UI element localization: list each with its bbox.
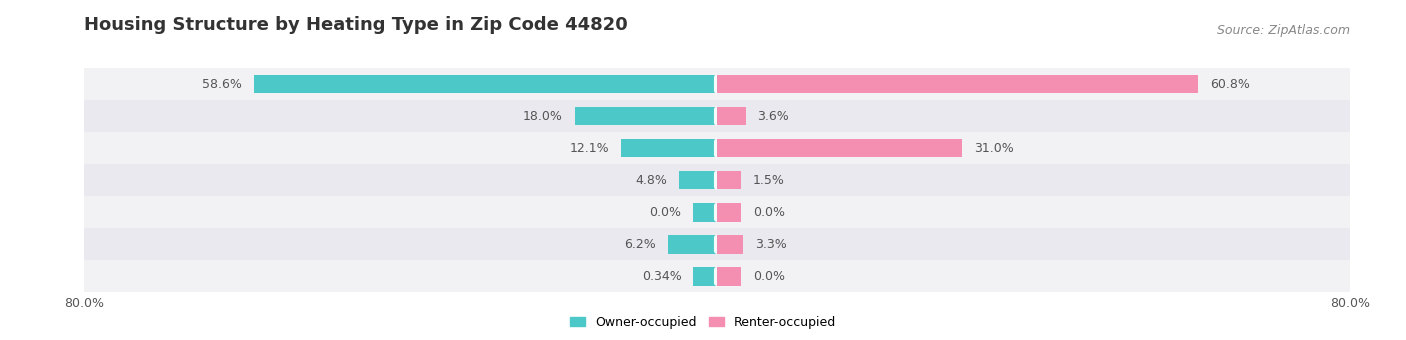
Text: 3.6%: 3.6% <box>758 109 789 123</box>
Bar <box>668 235 717 254</box>
Bar <box>717 139 962 157</box>
Text: 6.2%: 6.2% <box>624 238 657 251</box>
Bar <box>717 68 1350 100</box>
Text: Utility Gas: Utility Gas <box>717 78 782 90</box>
Bar <box>84 68 717 100</box>
Text: 4.8%: 4.8% <box>636 174 668 187</box>
Legend: Owner-occupied, Renter-occupied: Owner-occupied, Renter-occupied <box>565 311 841 334</box>
Text: 0.0%: 0.0% <box>650 206 682 219</box>
Bar <box>717 203 741 222</box>
Text: Coal or Coke: Coal or Coke <box>717 206 796 219</box>
Text: 12.1%: 12.1% <box>569 142 610 155</box>
Text: Bottled, Tank, or LP Gas: Bottled, Tank, or LP Gas <box>717 109 866 123</box>
Text: Fuel Oil or Kerosene: Fuel Oil or Kerosene <box>717 174 842 187</box>
Bar <box>717 164 1350 196</box>
Text: 0.34%: 0.34% <box>641 270 682 283</box>
Bar <box>717 260 1350 292</box>
Bar <box>717 235 744 254</box>
Bar <box>717 228 1350 260</box>
Bar <box>621 139 717 157</box>
Text: 31.0%: 31.0% <box>974 142 1014 155</box>
Bar <box>84 164 717 196</box>
Bar <box>717 132 1350 164</box>
Bar <box>717 107 745 125</box>
Bar <box>717 196 1350 228</box>
Bar <box>693 203 717 222</box>
Bar <box>717 100 1350 132</box>
Text: All other Fuels: All other Fuels <box>717 238 806 251</box>
Bar <box>693 267 717 286</box>
Text: 1.5%: 1.5% <box>752 174 785 187</box>
Bar <box>84 260 717 292</box>
Bar <box>253 75 717 93</box>
Bar <box>84 132 717 164</box>
Text: Housing Structure by Heating Type in Zip Code 44820: Housing Structure by Heating Type in Zip… <box>84 16 628 34</box>
Bar <box>84 100 717 132</box>
Text: Source: ZipAtlas.com: Source: ZipAtlas.com <box>1216 24 1350 37</box>
Text: 58.6%: 58.6% <box>202 78 242 90</box>
Text: 60.8%: 60.8% <box>1209 78 1250 90</box>
Text: 0.0%: 0.0% <box>752 206 785 219</box>
Bar <box>717 267 741 286</box>
Text: 3.3%: 3.3% <box>755 238 787 251</box>
Bar <box>717 75 1198 93</box>
Bar <box>84 196 717 228</box>
Bar <box>84 228 717 260</box>
Text: 0.0%: 0.0% <box>752 270 785 283</box>
Bar <box>575 107 717 125</box>
Bar <box>679 171 717 189</box>
Text: Electricity: Electricity <box>717 142 779 155</box>
Text: No Fuel Used: No Fuel Used <box>717 270 799 283</box>
Bar <box>717 171 741 189</box>
Text: 18.0%: 18.0% <box>523 109 562 123</box>
